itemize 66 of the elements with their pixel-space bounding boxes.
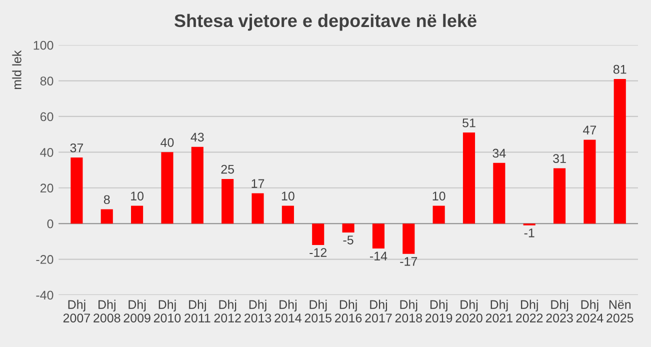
- bar: [342, 224, 354, 232]
- data-label: 34: [492, 148, 506, 158]
- x-tick-label: Dhj 2013: [244, 300, 272, 322]
- x-tick-label: Dhj 2018: [395, 300, 422, 322]
- data-label: 51: [462, 118, 476, 128]
- y-axis-title: mld lek: [12, 50, 22, 90]
- x-tick-label: Dhj 2019: [426, 300, 452, 322]
- data-label: -12: [310, 248, 327, 257]
- y-tick-label: 100: [34, 40, 54, 50]
- bar: [222, 178, 234, 224]
- x-tick-label: Dhj 2022: [516, 300, 543, 322]
- bar: [252, 193, 264, 224]
- x-tick-label: Dhj 2011: [184, 300, 210, 322]
- bar: [312, 224, 324, 245]
- x-tick-label: Dhj 2023: [546, 300, 573, 322]
- x-tick-label: Dhj 2008: [94, 300, 120, 322]
- x-tick-label: Dhj 2009: [124, 300, 150, 322]
- x-tick-label: Dhj 2020: [456, 300, 482, 322]
- x-tick-label: Dhj 2024: [576, 300, 604, 322]
- data-label: -1: [524, 228, 534, 238]
- x-tick-label: Dhj 2016: [335, 300, 362, 322]
- data-label: 81: [613, 64, 626, 74]
- data-label: 40: [160, 138, 174, 147]
- bar: [462, 132, 476, 224]
- bar: [70, 158, 83, 224]
- y-tick-label: -40: [36, 290, 54, 300]
- data-label: -5: [343, 236, 354, 244]
- data-label: 37: [70, 143, 84, 152]
- y-tick-label: -20: [36, 255, 54, 264]
- bar: [191, 146, 204, 224]
- y-tick-label: 80: [40, 76, 54, 86]
- bar: [100, 209, 113, 224]
- bar: [372, 224, 384, 249]
- bar: [493, 162, 506, 224]
- data-label: 47: [583, 126, 596, 134]
- data-label: -17: [400, 257, 418, 266]
- x-tick-label: Dhj 2015: [304, 300, 332, 322]
- bar: [161, 152, 174, 224]
- data-label: 10: [282, 192, 294, 200]
- bar: [614, 79, 626, 224]
- y-tick-label: 0: [47, 219, 54, 228]
- bar: [402, 224, 415, 254]
- data-label: 25: [221, 164, 234, 174]
- x-tick-label: Nën 2025: [606, 300, 634, 322]
- data-label: 43: [190, 132, 204, 142]
- data-label: 8: [104, 195, 110, 204]
- x-tick-label: Dhj 2014: [274, 300, 302, 322]
- bar: [584, 140, 596, 224]
- data-label: -14: [370, 252, 388, 260]
- y-tick-label: 60: [40, 112, 54, 122]
- data-label: 31: [553, 154, 566, 163]
- chart-title: Shtesa vjetore e depozitave në lekë: [174, 14, 476, 31]
- data-label: 10: [131, 192, 144, 200]
- data-label: 17: [252, 179, 264, 188]
- x-tick-label: Dhj 2017: [365, 300, 392, 322]
- bar: [131, 206, 144, 224]
- x-tick-label: Dhj 2012: [214, 300, 241, 322]
- y-tick-label: 40: [40, 148, 54, 157]
- x-tick-label: Dhj 2021: [486, 300, 512, 322]
- y-tick-label: 20: [40, 184, 54, 193]
- bar: [432, 206, 445, 224]
- data-label: 10: [432, 192, 446, 200]
- x-tick-label: Dhj 2007: [63, 300, 90, 322]
- bar: [282, 206, 294, 224]
- bar: [553, 168, 566, 224]
- x-tick-label: Dhj 2010: [154, 300, 181, 322]
